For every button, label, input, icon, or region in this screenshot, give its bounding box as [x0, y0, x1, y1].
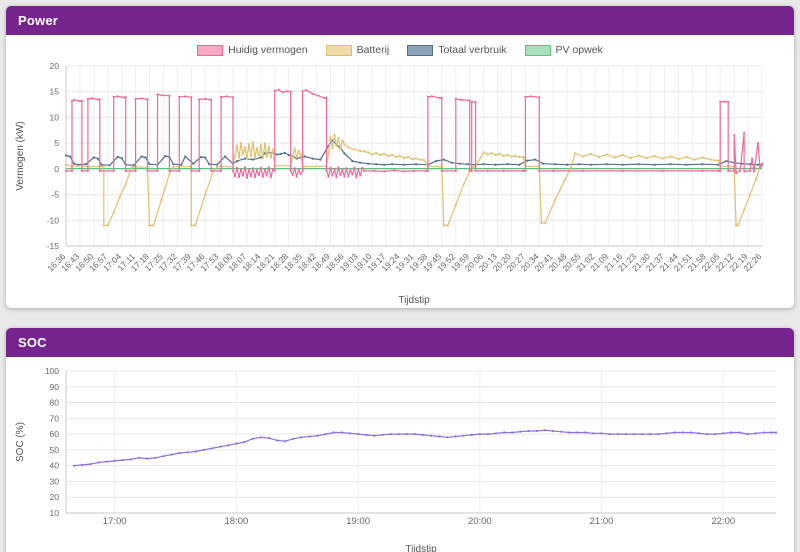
- svg-text:10: 10: [50, 112, 60, 122]
- power-chart-legend: Huidig vermogen Batterij Totaal verbruik PV…: [10, 37, 790, 58]
- svg-text:70: 70: [50, 413, 60, 423]
- legend-label: Batterij: [356, 44, 390, 56]
- power-card: Power Huidig vermogen Batterij Totaal verb…: [6, 6, 794, 308]
- legend-item-huidig-vermogen[interactable]: Huidig vermogen: [197, 44, 308, 56]
- legend-swatch-icon: [325, 44, 352, 56]
- legend-label: Totaal verbruik: [438, 44, 507, 56]
- legend-swatch-icon: [407, 44, 434, 56]
- svg-text:15: 15: [50, 87, 60, 97]
- power-card-body: Huidig vermogen Batterij Totaal verbruik PV…: [6, 35, 794, 308]
- svg-text:50: 50: [50, 445, 60, 455]
- soc-card-title: SOC: [18, 335, 47, 350]
- svg-text:10: 10: [50, 508, 60, 518]
- legend-item-pv-opwek[interactable]: PV opwek: [524, 44, 603, 56]
- svg-text:60: 60: [50, 429, 60, 439]
- svg-text:-5: -5: [51, 190, 59, 200]
- svg-text:22:00: 22:00: [711, 516, 735, 527]
- svg-text:Tijdstip: Tijdstip: [398, 295, 430, 306]
- soc-card-header: SOC: [6, 328, 794, 357]
- legend-item-batterij[interactable]: Batterij: [325, 44, 390, 56]
- soc-card: SOC 10 20 30 40 50 60 70 80 90 100 17:00 18:00 19:00…: [6, 328, 794, 552]
- soc-card-body: 10 20 30 40 50 60 70 80 90 100 17:00 18:00 19:00 20:0…: [6, 357, 794, 552]
- svg-text:21:00: 21:00: [590, 516, 614, 527]
- power-chart[interactable]: -15-10-50510152016:3616:4316:5016:5717:0…: [10, 58, 794, 308]
- svg-text:-10: -10: [47, 215, 60, 225]
- svg-text:80: 80: [50, 398, 60, 408]
- svg-text:100: 100: [45, 366, 59, 376]
- svg-text:20: 20: [50, 61, 60, 71]
- svg-text:19:00: 19:00: [346, 516, 370, 527]
- svg-text:Tijdstip: Tijdstip: [405, 544, 437, 552]
- power-card-header: Power: [6, 6, 794, 35]
- legend-swatch-icon: [524, 44, 551, 56]
- legend-label: PV opwek: [555, 44, 603, 56]
- svg-text:17:00: 17:00: [103, 516, 127, 527]
- svg-text:20: 20: [50, 492, 60, 502]
- svg-text:18:00: 18:00: [225, 516, 249, 527]
- power-card-title: Power: [18, 13, 59, 28]
- legend-item-totaal-verbruik[interactable]: Totaal verbruik: [407, 44, 507, 56]
- legend-swatch-icon: [197, 44, 224, 56]
- svg-text:40: 40: [50, 461, 60, 471]
- svg-text:20:00: 20:00: [468, 516, 492, 527]
- svg-text:30: 30: [50, 476, 60, 486]
- soc-chart[interactable]: 10 20 30 40 50 60 70 80 90 100 17:00 18:00 19:00 20:0…: [10, 359, 794, 552]
- legend-label: Huidig vermogen: [228, 44, 308, 56]
- svg-text:5: 5: [54, 138, 59, 148]
- svg-text:0: 0: [54, 164, 59, 174]
- svg-text:-15: -15: [47, 241, 60, 251]
- svg-text:90: 90: [50, 382, 60, 392]
- svg-text:Vermogen (kW): Vermogen (kW): [15, 121, 26, 190]
- svg-text:SOC (%): SOC (%): [15, 422, 26, 462]
